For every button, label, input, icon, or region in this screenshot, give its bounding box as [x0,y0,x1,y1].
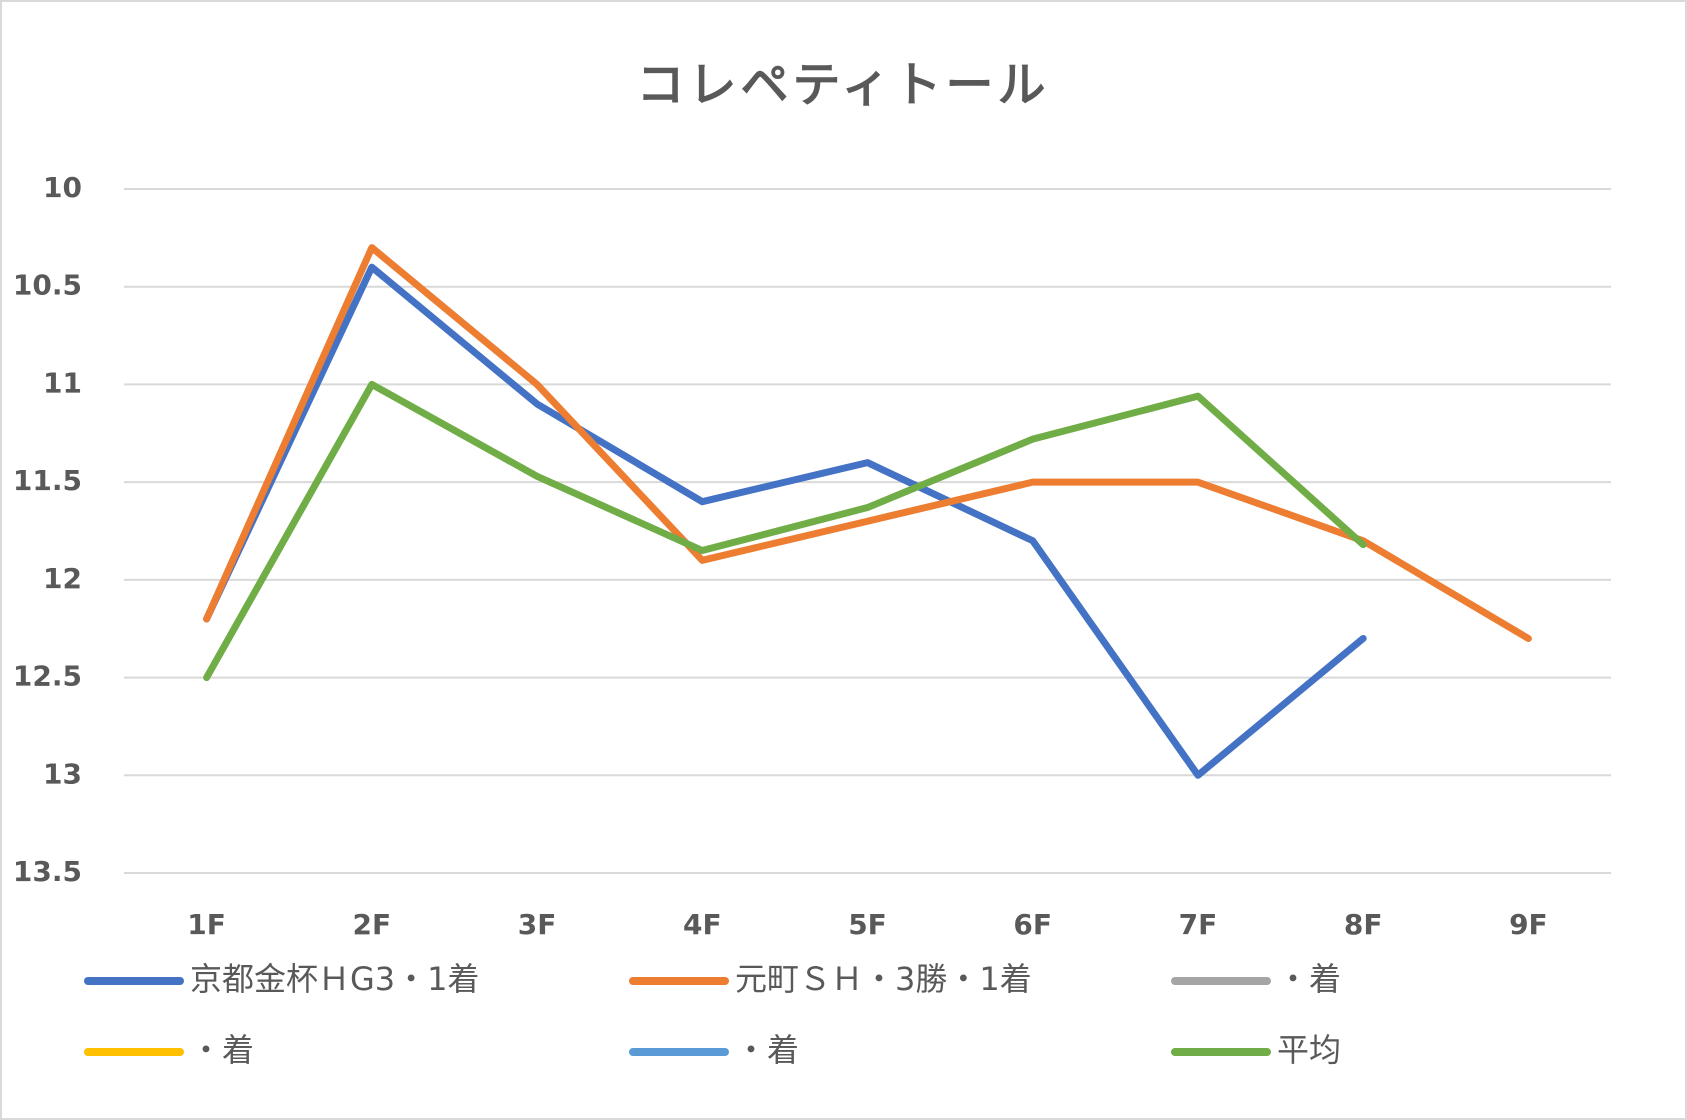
x-tick-label: 9F [1509,908,1548,941]
x-tick-label: 6F [1013,908,1052,941]
x-tick-label: 7F [1179,908,1218,941]
legend-label: ・着 [735,1031,799,1069]
series-line [203,380,1367,682]
series-line [203,263,1367,779]
legend-label: ・着 [1277,960,1341,998]
y-tick-label: 10.5 [13,269,82,302]
chart-title: コレペティトール [636,57,1049,113]
x-tick-label: 8F [1344,908,1383,941]
x-tick-label: 4F [683,908,722,941]
y-tick-label: 13 [43,757,82,790]
y-tick-label: 12 [43,562,82,595]
series-line [203,244,1532,642]
y-tick-label: 13.5 [13,855,82,888]
legend-label: 京都金杯ＨG3・1着 [190,960,480,998]
y-tick-label: 10 [43,171,82,204]
y-tick-label: 11 [43,366,82,399]
x-tick-label: 1F [187,908,226,941]
y-tick-label: 11.5 [13,464,82,497]
legend-label: 平均 [1277,1031,1341,1069]
legend-label: 元町ＳＨ・3勝・1着 [735,960,1032,998]
x-tick-label: 3F [518,908,557,941]
x-tick-label: 2F [353,908,392,941]
y-tick-label: 12.5 [13,660,82,693]
legend-label: ・着 [190,1031,254,1069]
x-tick-label: 5F [848,908,887,941]
